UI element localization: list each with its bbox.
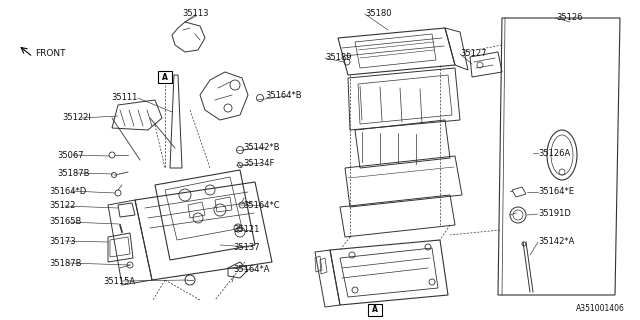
- Text: 35137: 35137: [233, 243, 260, 252]
- Bar: [158, 71, 172, 83]
- Text: 35122I: 35122I: [62, 114, 91, 123]
- Text: 35115A: 35115A: [103, 276, 135, 285]
- Text: 35142*B: 35142*B: [243, 142, 280, 151]
- Text: FRONT: FRONT: [35, 49, 65, 58]
- Text: 35164*C: 35164*C: [243, 202, 280, 211]
- Text: 35164*D: 35164*D: [49, 187, 86, 196]
- Text: 35142*A: 35142*A: [538, 237, 574, 246]
- Text: 35122: 35122: [49, 202, 76, 211]
- Text: 35191D: 35191D: [538, 210, 571, 219]
- Text: 35127: 35127: [460, 50, 486, 59]
- Text: 35067: 35067: [57, 150, 84, 159]
- Text: 35164*B: 35164*B: [265, 92, 301, 100]
- Text: 35180: 35180: [365, 10, 392, 19]
- Text: A: A: [162, 73, 168, 82]
- Text: 35126: 35126: [556, 13, 582, 22]
- Text: 35121: 35121: [233, 226, 259, 235]
- Text: 35134F: 35134F: [243, 158, 275, 167]
- Bar: [368, 304, 382, 316]
- Text: 35187B: 35187B: [57, 169, 90, 178]
- Text: 35187B: 35187B: [49, 259, 81, 268]
- Text: 35189: 35189: [325, 53, 351, 62]
- Text: 35113: 35113: [183, 10, 209, 19]
- Text: 35165B: 35165B: [49, 218, 81, 227]
- Text: 35164*E: 35164*E: [538, 188, 574, 196]
- Text: A: A: [372, 306, 378, 315]
- Text: 35126A: 35126A: [538, 148, 570, 157]
- Text: 35173: 35173: [49, 236, 76, 245]
- Text: 35164*A: 35164*A: [233, 266, 269, 275]
- Text: A351001406: A351001406: [576, 304, 625, 313]
- Text: 35111: 35111: [111, 93, 138, 102]
